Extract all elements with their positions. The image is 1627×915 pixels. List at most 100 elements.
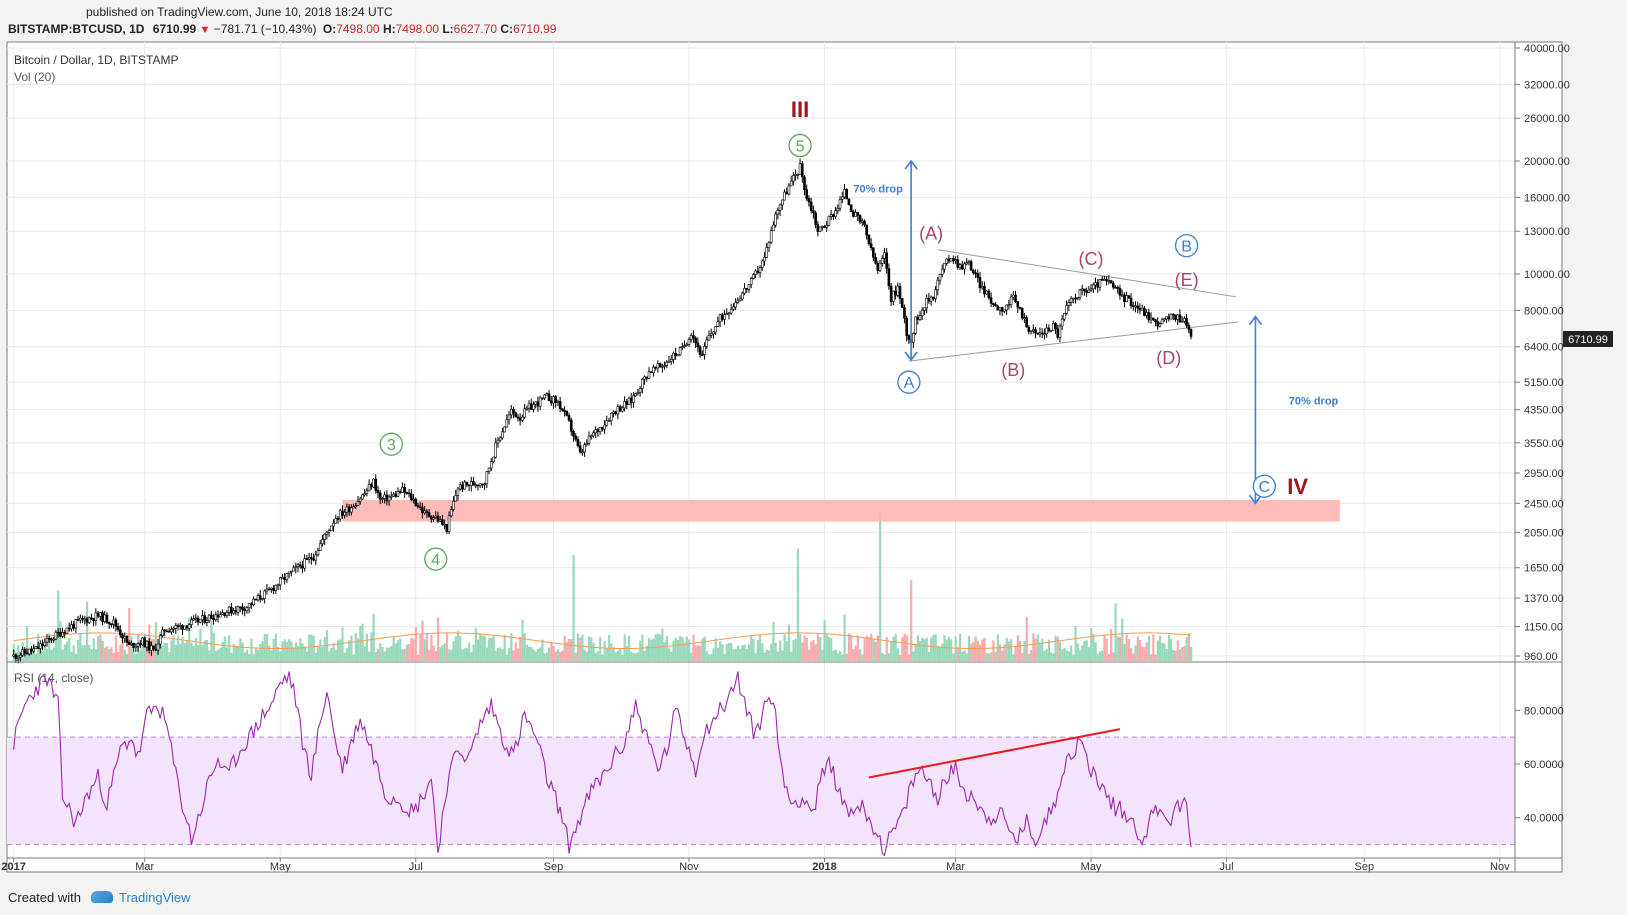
price-tick-label: 3550.00 — [1524, 438, 1564, 450]
volume-bar — [308, 634, 311, 661]
candle-body — [872, 247, 875, 258]
candle-body — [792, 175, 795, 182]
wave-label-circled: 5 — [796, 138, 805, 155]
volume-bar — [277, 647, 280, 661]
volume-bar — [252, 654, 255, 661]
volume-bar — [508, 647, 511, 661]
wave-label-circled: 3 — [387, 437, 396, 454]
volume-bar — [772, 621, 775, 661]
candle-body — [23, 649, 27, 654]
candle-body — [405, 492, 409, 494]
candle-body — [818, 226, 822, 232]
volume-bar — [865, 635, 868, 661]
volume-bar — [365, 634, 369, 661]
candle-body — [221, 612, 224, 616]
candle-body — [43, 641, 47, 646]
volume-bar — [114, 635, 118, 661]
volume-bar — [419, 633, 422, 661]
volume-bar — [867, 637, 871, 661]
volume-bar — [912, 651, 915, 661]
chart-background — [6, 41, 1563, 873]
candle-body — [503, 426, 506, 433]
price-tick-label: 6400.00 — [1524, 342, 1564, 354]
candle-body — [787, 185, 791, 195]
candle-body — [987, 290, 991, 299]
candle-body — [998, 307, 1002, 311]
candle-body — [1036, 332, 1040, 335]
candle-body — [203, 615, 207, 623]
candle-body — [878, 263, 882, 271]
candle-body — [92, 618, 95, 622]
volume-bar — [899, 654, 902, 661]
volume-bar — [776, 651, 780, 661]
candle-body — [914, 316, 917, 334]
volume-bar — [881, 652, 884, 661]
drop-arrow-head-bottom — [904, 351, 918, 362]
candle-body — [70, 624, 73, 630]
candle-body — [963, 263, 966, 270]
candle-body — [674, 352, 677, 356]
candle-body — [1145, 312, 1148, 316]
volume-bar — [636, 652, 640, 661]
candle-body — [201, 615, 204, 621]
candle-body — [780, 199, 784, 206]
candle-body — [234, 610, 238, 613]
volume-bar — [554, 651, 557, 661]
volume-bar — [1090, 628, 1093, 661]
candle-body — [318, 543, 322, 551]
volume-bar — [594, 652, 597, 661]
candle-body — [327, 530, 331, 533]
volume-bar — [321, 647, 324, 661]
volume-bar — [243, 652, 246, 661]
candle-body — [572, 430, 575, 437]
candle-body — [825, 225, 829, 228]
volume-bar — [379, 643, 382, 661]
candle-body — [823, 226, 826, 228]
volume-bar — [561, 650, 564, 661]
rsi-tick-label: 60.0000 — [1524, 759, 1564, 771]
rsi-band — [7, 737, 1515, 845]
volume-bar — [43, 642, 46, 661]
candle-body — [918, 315, 922, 320]
candle-body — [429, 516, 433, 520]
candle-body — [194, 617, 198, 620]
candle-body — [521, 416, 524, 421]
candle-body — [1003, 309, 1006, 312]
candle-body — [940, 268, 944, 275]
candle-body — [756, 270, 760, 273]
volume-bar — [421, 620, 424, 661]
price-tick-label: 5150.00 — [1524, 377, 1564, 389]
candle-body — [90, 617, 93, 620]
candle-body — [754, 270, 757, 275]
candle-body — [267, 588, 271, 591]
volume-bar — [468, 642, 471, 661]
candle-body — [1109, 280, 1113, 284]
volume-bar — [228, 635, 231, 661]
candle-body — [363, 493, 366, 496]
volume-bar — [663, 642, 666, 661]
candle-body — [492, 456, 495, 462]
candle-body — [1187, 325, 1191, 330]
candle-body — [1127, 295, 1131, 299]
volume-bar — [727, 642, 731, 661]
candle-body — [281, 577, 284, 579]
volume-bar — [1096, 653, 1099, 661]
volume-bar — [332, 643, 335, 661]
candle-body — [789, 180, 793, 187]
candle-body — [705, 339, 709, 347]
volume-bar — [461, 649, 464, 661]
volume-bar — [767, 650, 771, 661]
volume-bar — [614, 652, 617, 661]
candle-body — [581, 451, 584, 454]
tradingview-brand-link[interactable]: TradingView — [119, 890, 191, 905]
volume-bar — [721, 644, 724, 661]
candle-body — [932, 296, 935, 299]
volume-bar — [934, 634, 937, 661]
volume-bar — [48, 633, 51, 661]
candle-body — [292, 567, 295, 572]
price-tick-label: 960.00 — [1524, 651, 1558, 663]
volume-bar — [799, 633, 802, 661]
candle-body — [576, 438, 580, 447]
volume-bar — [1043, 650, 1046, 661]
volume-bar — [1092, 633, 1095, 661]
